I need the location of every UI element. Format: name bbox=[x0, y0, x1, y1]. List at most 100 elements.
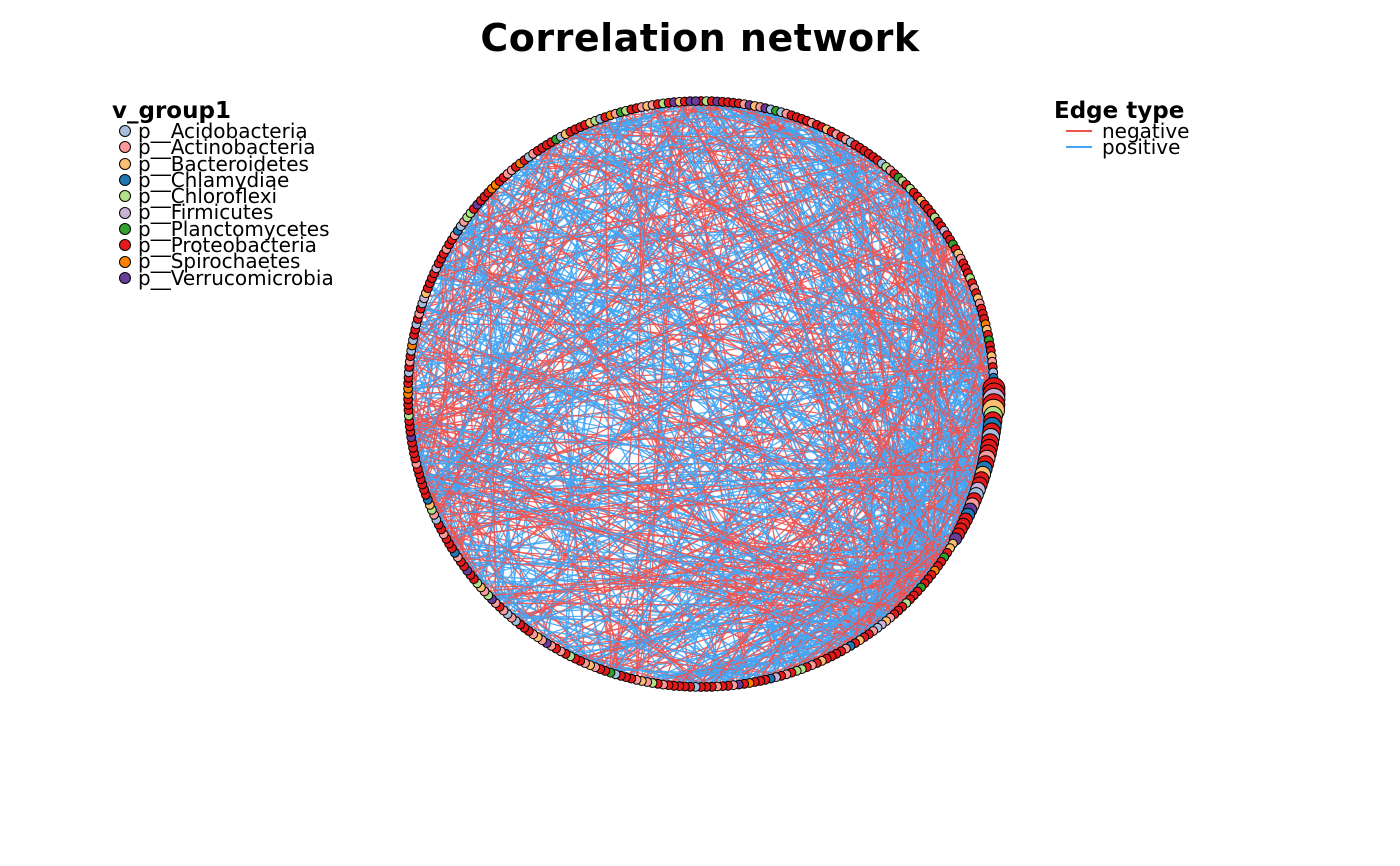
network-edge bbox=[519, 483, 980, 626]
network-edge bbox=[599, 180, 903, 670]
network-edge bbox=[520, 126, 822, 165]
network-edge bbox=[614, 113, 745, 684]
network-edge bbox=[463, 547, 951, 567]
network-edge bbox=[407, 221, 939, 390]
network-edge bbox=[711, 108, 767, 687]
network-edge bbox=[711, 100, 985, 470]
network-edge bbox=[409, 118, 803, 363]
network-edge bbox=[885, 409, 995, 622]
network-edge bbox=[647, 630, 874, 683]
network-edge bbox=[487, 192, 948, 554]
network-edge bbox=[448, 243, 926, 584]
network-edge bbox=[546, 108, 638, 644]
network-edge bbox=[483, 196, 622, 676]
network-edge bbox=[678, 101, 942, 563]
legend-item-firmicutes: p__Firmicutes bbox=[112, 202, 334, 223]
network-edge bbox=[433, 139, 557, 516]
network-edge bbox=[423, 184, 497, 490]
network-edge bbox=[427, 287, 993, 428]
network-edge bbox=[441, 452, 989, 531]
network-edge bbox=[413, 110, 627, 454]
network-edge bbox=[434, 478, 982, 516]
chart-title: Correlation network bbox=[480, 16, 920, 60]
network-edge bbox=[859, 377, 995, 641]
network-edge bbox=[560, 350, 992, 652]
edge-type-legend: Edge type negative positive bbox=[1054, 97, 1189, 157]
network-edge bbox=[790, 115, 936, 571]
network-edge bbox=[560, 136, 981, 486]
network-edge bbox=[433, 272, 951, 549]
legend-item-bacteroidetes: p__Bacteroidetes bbox=[112, 153, 334, 174]
network-edge bbox=[801, 156, 874, 670]
network-edge bbox=[484, 547, 951, 593]
legend-item-chloroflexi: p__Chloroflexi bbox=[112, 186, 334, 206]
legend-dot-icon bbox=[119, 222, 131, 235]
network-edge bbox=[408, 366, 945, 558]
network-edge bbox=[700, 574, 932, 688]
network-edge bbox=[431, 124, 586, 511]
network-edge bbox=[528, 156, 918, 592]
legend-item-negative: negative bbox=[1054, 121, 1189, 141]
network-edge bbox=[499, 180, 995, 400]
network-edge bbox=[662, 547, 951, 686]
network-edge bbox=[790, 409, 995, 674]
legend-item-acidobacteria: p__Acidobacteria bbox=[112, 121, 334, 141]
network-edge bbox=[420, 308, 643, 682]
network-edge bbox=[409, 100, 713, 357]
network-edge bbox=[816, 124, 833, 657]
network-edge bbox=[816, 124, 994, 373]
legend-dot-icon bbox=[119, 174, 131, 187]
network-edge bbox=[407, 393, 697, 688]
network-edge bbox=[550, 141, 911, 600]
legend-dot-icon bbox=[119, 141, 131, 154]
network-edge bbox=[425, 494, 713, 688]
legend-dot-icon bbox=[119, 255, 131, 268]
network-edge bbox=[635, 106, 643, 680]
network-edge bbox=[565, 133, 846, 141]
network-edge bbox=[433, 514, 734, 686]
network-edge bbox=[678, 101, 948, 554]
network-edge bbox=[414, 192, 489, 330]
network-edge bbox=[889, 170, 964, 525]
network-edge bbox=[868, 153, 985, 470]
network-edge bbox=[651, 104, 874, 632]
network-edge bbox=[570, 131, 992, 352]
network-edge bbox=[845, 139, 939, 567]
network-edge bbox=[425, 494, 914, 597]
network-edge bbox=[615, 147, 861, 675]
network-edge bbox=[511, 617, 878, 629]
network-edge bbox=[711, 308, 982, 688]
network-edge bbox=[421, 204, 926, 486]
network-edge bbox=[433, 230, 459, 515]
legend-item-spirochaetes: p__Spirochaetes bbox=[112, 251, 334, 272]
network-edge bbox=[488, 565, 939, 597]
network-edge bbox=[901, 180, 994, 416]
network-edge bbox=[754, 105, 973, 284]
legend-dot-icon bbox=[119, 206, 131, 219]
network-edge bbox=[413, 371, 994, 454]
network-edge bbox=[790, 115, 969, 516]
network-edge bbox=[806, 528, 962, 668]
network-edge bbox=[694, 150, 865, 688]
network-edge bbox=[630, 212, 933, 679]
legend-line-icon bbox=[1066, 130, 1092, 133]
network-edge bbox=[764, 108, 874, 632]
network-edge bbox=[431, 436, 991, 511]
network-edge bbox=[506, 118, 601, 615]
network-edge bbox=[604, 117, 612, 673]
legend-dot-icon bbox=[119, 271, 131, 284]
network-edge bbox=[646, 105, 959, 255]
network-edge bbox=[524, 159, 994, 411]
network-edge bbox=[407, 114, 612, 389]
network-edge bbox=[429, 282, 983, 315]
network-edge bbox=[584, 124, 994, 379]
network-edge bbox=[451, 239, 991, 444]
network-edge bbox=[662, 102, 979, 299]
network-edge bbox=[470, 212, 990, 341]
network-edge bbox=[495, 184, 959, 535]
network-edge bbox=[840, 478, 982, 652]
network-edge bbox=[503, 609, 761, 682]
network-edge bbox=[537, 150, 973, 284]
network-edge bbox=[801, 118, 994, 422]
network-edge bbox=[433, 101, 686, 516]
